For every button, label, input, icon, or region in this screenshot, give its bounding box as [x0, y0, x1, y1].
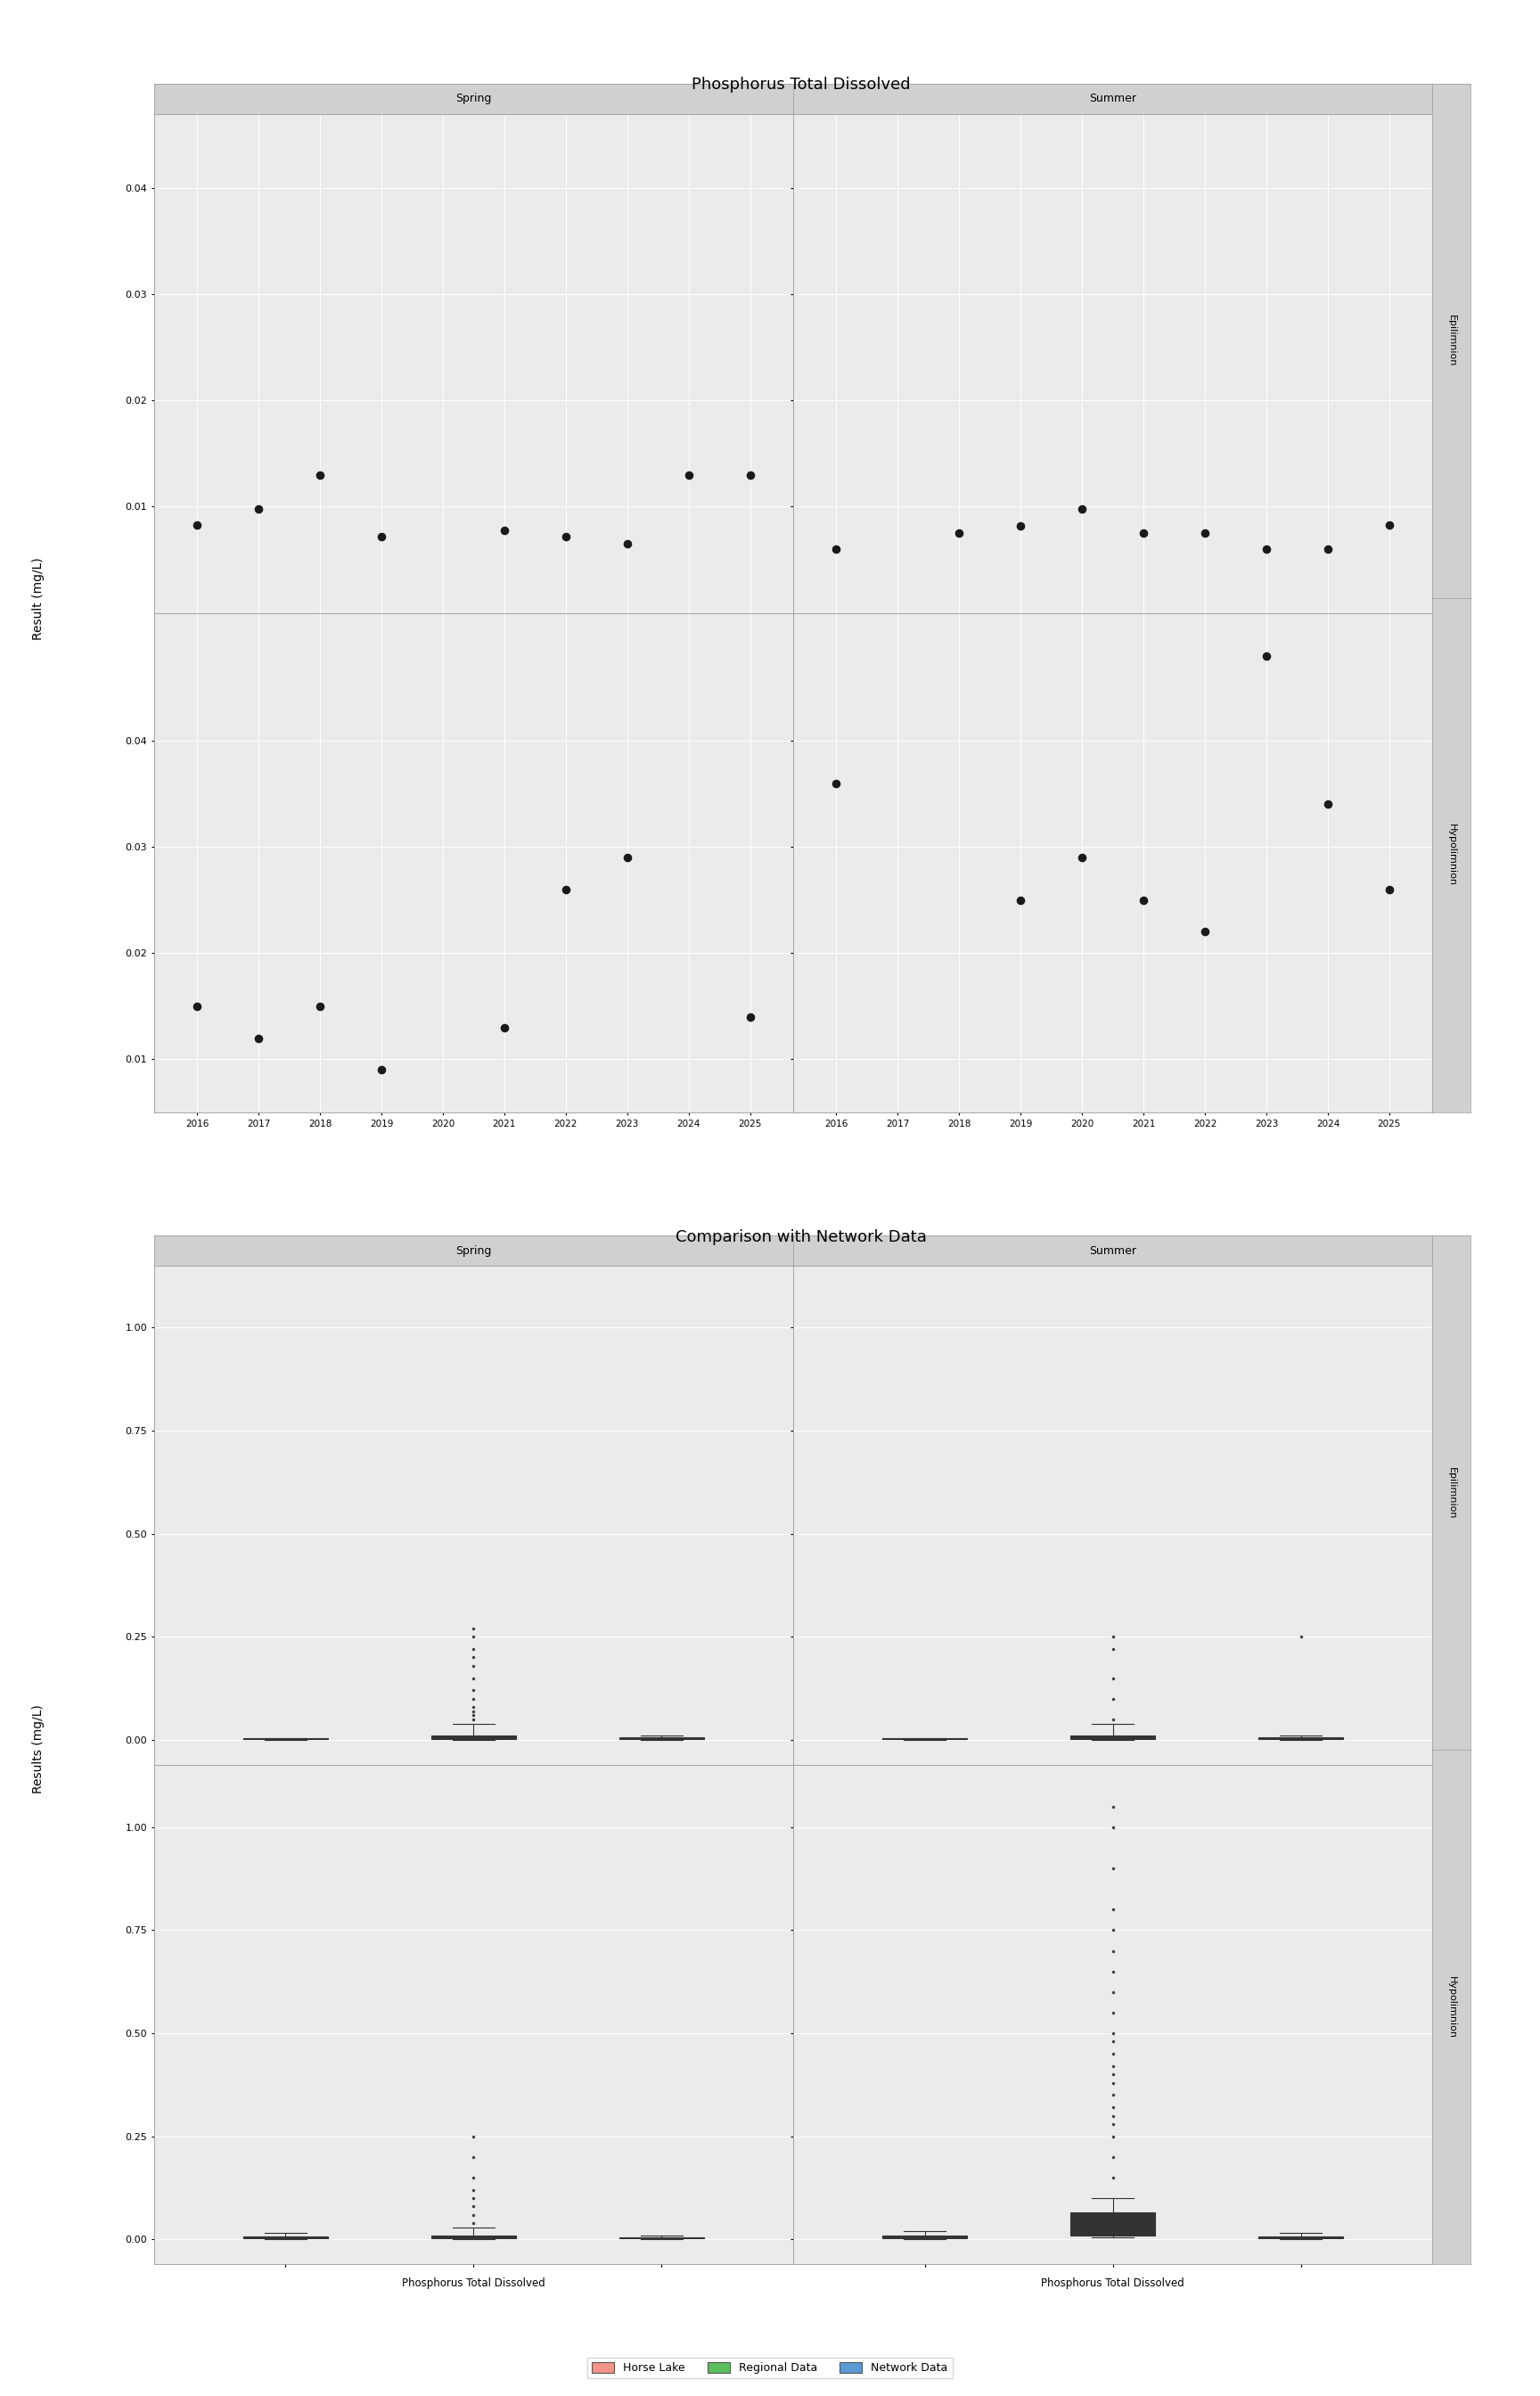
- Text: Hypolimnion: Hypolimnion: [1448, 824, 1455, 887]
- Point: [246, 489, 271, 527]
- Text: Epilimnion: Epilimnion: [1448, 314, 1455, 367]
- Point: [1192, 515, 1217, 553]
- Point: [1009, 506, 1033, 544]
- Point: [553, 870, 578, 908]
- Point: [947, 515, 972, 553]
- Point: [1254, 637, 1278, 676]
- X-axis label: Phosphorus Total Dissolved: Phosphorus Total Dissolved: [402, 2276, 545, 2288]
- Text: Results (mg/L): Results (mg/L): [32, 1704, 45, 1795]
- Point: [185, 987, 209, 1025]
- Text: Hypolimnion: Hypolimnion: [1448, 1977, 1455, 2039]
- Point: [1377, 506, 1401, 544]
- Text: Summer: Summer: [1089, 93, 1137, 105]
- Legend: Horse Lake, Regional Data, Network Data: Horse Lake, Regional Data, Network Data: [588, 2358, 952, 2379]
- Point: [1254, 530, 1278, 568]
- Point: [553, 518, 578, 556]
- Point: [308, 455, 333, 494]
- Point: [370, 1052, 394, 1090]
- Point: [676, 455, 701, 494]
- Point: [1315, 786, 1340, 824]
- Text: Summer: Summer: [1089, 1246, 1137, 1256]
- Text: Phosphorus Total Dissolved: Phosphorus Total Dissolved: [691, 77, 910, 93]
- Point: [614, 839, 639, 877]
- Point: [491, 1009, 516, 1047]
- Text: Spring: Spring: [456, 93, 491, 105]
- Point: [1377, 870, 1401, 908]
- Point: [246, 1018, 271, 1057]
- Text: Comparison with Network Data: Comparison with Network Data: [675, 1229, 927, 1246]
- PathPatch shape: [431, 1735, 516, 1739]
- Point: [1192, 913, 1217, 951]
- Point: [1132, 515, 1157, 553]
- PathPatch shape: [1070, 1735, 1155, 1739]
- Point: [614, 525, 639, 563]
- PathPatch shape: [1070, 2212, 1155, 2235]
- Point: [491, 510, 516, 549]
- Point: [1315, 530, 1340, 568]
- Point: [738, 455, 762, 494]
- Point: [1132, 882, 1157, 920]
- Text: Spring: Spring: [456, 1246, 491, 1256]
- Point: [308, 987, 333, 1025]
- Point: [1009, 882, 1033, 920]
- Point: [824, 530, 849, 568]
- PathPatch shape: [431, 2235, 516, 2238]
- X-axis label: Phosphorus Total Dissolved: Phosphorus Total Dissolved: [1041, 2276, 1184, 2288]
- Text: Result (mg/L): Result (mg/L): [32, 558, 45, 640]
- Point: [1070, 839, 1095, 877]
- Point: [738, 997, 762, 1035]
- PathPatch shape: [882, 2235, 967, 2238]
- Text: Epilimnion: Epilimnion: [1448, 1466, 1455, 1519]
- Point: [824, 764, 849, 803]
- Point: [185, 506, 209, 544]
- Point: [1070, 489, 1095, 527]
- Point: [370, 518, 394, 556]
